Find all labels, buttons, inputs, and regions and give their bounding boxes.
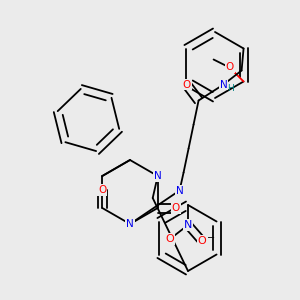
Text: N: N xyxy=(176,185,184,196)
Text: N: N xyxy=(220,80,227,89)
Text: O: O xyxy=(182,80,191,89)
Text: O: O xyxy=(226,62,234,73)
Text: O: O xyxy=(98,185,106,195)
Text: O: O xyxy=(172,203,180,213)
Text: O: O xyxy=(198,236,206,246)
Text: N: N xyxy=(154,171,162,181)
Text: N: N xyxy=(184,220,192,230)
Text: H: H xyxy=(227,84,234,93)
Text: O: O xyxy=(166,234,174,244)
Text: −: − xyxy=(207,233,215,243)
Text: N: N xyxy=(126,219,134,229)
